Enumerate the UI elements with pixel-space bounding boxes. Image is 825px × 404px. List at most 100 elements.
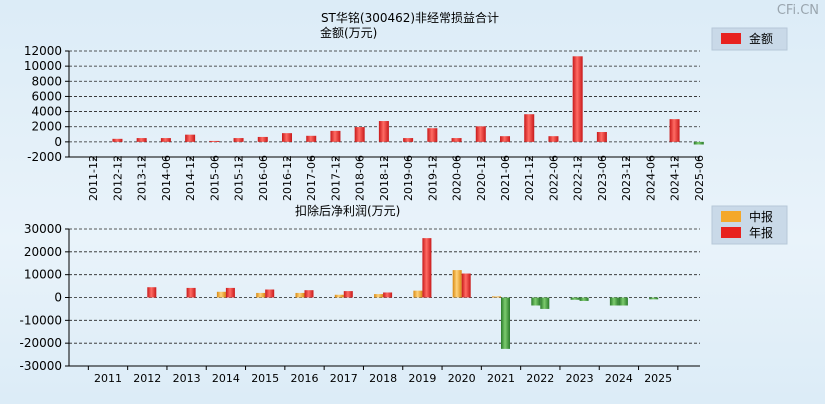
chart1-bar: [596, 132, 607, 142]
chart1-bar: [209, 140, 220, 142]
chart1-bar: [427, 128, 438, 142]
chart1-xtick-label: 2014-06: [160, 155, 173, 201]
chart1-xtick-label: 2020-06: [451, 155, 464, 201]
chart2-xtick-label: 2016: [291, 372, 319, 385]
chart1-legend-swatch: [721, 33, 741, 44]
chart1-xtick-label: 2022-06: [547, 155, 560, 201]
chart2-bar-annual: [186, 287, 196, 298]
chart1-bar: [572, 56, 583, 142]
chart2-bar-annual: [147, 287, 157, 298]
chart1-ytick-label: 10000: [24, 59, 62, 73]
chart2-legend-swatch-annual: [721, 227, 741, 238]
chart1-title: ST华铭(300462)非经常损益合计: [321, 10, 499, 25]
chart1-xtick-label: 2021-12: [523, 155, 536, 201]
chart1-xtick-label: 2025-06: [693, 155, 706, 201]
chart2-ytick-label: 10000: [24, 268, 62, 282]
chart1-ytick-label: 4000: [31, 105, 62, 119]
chart2-bar-interim: [374, 294, 384, 298]
chart1-legend-label: 金额: [749, 31, 773, 46]
chart1-bar: [500, 136, 511, 142]
chart1-xtick-label: 2019-06: [402, 155, 415, 201]
chart1-bar: [669, 119, 680, 142]
chart2-bar-interim: [256, 292, 266, 298]
chart1-xtick-label: 2017-06: [305, 155, 318, 201]
chart1-bar: [257, 136, 268, 142]
chart2-bar-interim: [649, 297, 659, 300]
chart2-ytick-label: -20000: [19, 336, 62, 350]
chart2-xtick-label: 2017: [330, 372, 358, 385]
watermark-text: CFi.CN: [777, 3, 819, 18]
chart1-xtick-label: 2018-12: [378, 155, 391, 201]
chart2-xtick-label: 2012: [133, 372, 161, 385]
chart1-xtick-label: 2020-12: [475, 155, 488, 201]
chart2-bar-interim: [295, 292, 305, 298]
chart1-xtick-label: 2014-12: [184, 155, 197, 201]
chart1-xtick-label: 2012-12: [111, 155, 124, 201]
chart1-xtick-label: 2015-12: [233, 155, 246, 201]
chart1-ytick-label: 2000: [31, 120, 62, 134]
chart2-bar-annual: [618, 297, 628, 306]
chart2-bar-annual: [343, 291, 353, 298]
chart2-bar-interim: [216, 291, 226, 298]
chart1-ytick-label: -2000: [27, 150, 62, 164]
chart2-xtick-label: 2025: [644, 372, 672, 385]
chart2-legend-label-interim: 中报: [749, 209, 773, 224]
chart1-bar: [112, 138, 123, 142]
chart2-legend-swatch-interim: [721, 211, 741, 222]
chart2-xtick-label: 2013: [173, 372, 201, 385]
chart1-bar: [548, 136, 559, 142]
chart1-bar: [693, 141, 704, 145]
chart1-xtick-label: 2011-12: [87, 155, 100, 201]
chart2-ytick-label: -30000: [19, 359, 62, 373]
chart2-xtick-label: 2023: [566, 372, 594, 385]
chart1-bar: [185, 134, 196, 142]
chart2-bar-annual: [383, 292, 393, 298]
chart2-bar-interim: [570, 297, 580, 300]
chart2-bar-annual: [225, 287, 235, 298]
chart1-xtick-label: 2022-12: [572, 155, 585, 201]
chart1-bar: [136, 138, 147, 142]
chart1-xtick-label: 2016-06: [257, 155, 270, 201]
chart1-xtick-label: 2021-06: [499, 155, 512, 201]
chart2-bar-interim: [609, 297, 619, 306]
chart2-xtick-label: 2015: [251, 372, 279, 385]
chart2-xtick-label: 2021: [487, 372, 515, 385]
chart2-xtick-label: 2024: [605, 372, 633, 385]
chart1-ytick-label: 6000: [31, 89, 62, 103]
chart1-xtick-label: 2016-12: [281, 155, 294, 201]
chart2-ytick-label: 30000: [24, 222, 62, 236]
chart1-ytick-label: 8000: [31, 74, 62, 88]
chart1-xtick-label: 2023-06: [596, 155, 609, 201]
chart1-bar: [451, 138, 462, 142]
chart1-bar: [233, 138, 244, 142]
chart2-xtick-label: 2018: [369, 372, 397, 385]
chart1-xtick-label: 2024-06: [644, 155, 657, 201]
chart1-ytick-label: 0: [54, 135, 62, 149]
chart1-bar: [524, 114, 535, 142]
chart2-ytick-label: -10000: [19, 313, 62, 327]
chart2-bar-annual: [265, 289, 275, 298]
chart2-legend-label-annual: 年报: [749, 225, 773, 240]
chart1-xtick-label: 2023-12: [620, 155, 633, 201]
chart2-bar-interim: [413, 290, 423, 298]
chart2-xtick-label: 2014: [212, 372, 240, 385]
chart2-bar-annual: [540, 297, 550, 309]
chart1-bar: [378, 121, 389, 142]
chart2-xtick-label: 2011: [94, 372, 122, 385]
chart2-xtick-label: 2019: [408, 372, 436, 385]
chart2-bar-annual: [579, 297, 589, 301]
chart2-bar-annual: [501, 297, 510, 349]
chart2-bar-interim: [452, 270, 462, 298]
chart1-bar: [330, 130, 341, 142]
chart1-bar: [282, 133, 293, 142]
chart1-xtick-label: 2013-12: [136, 155, 149, 201]
chart2-bar-annual: [422, 238, 432, 298]
chart1-ylabel: 金额(万元): [320, 25, 377, 40]
chart1-bar: [403, 138, 414, 142]
chart1-bar: [160, 138, 171, 142]
chart2-bar-interim: [492, 296, 501, 298]
chart2-ytick-label: 0: [54, 291, 62, 305]
chart1-bar: [306, 135, 317, 142]
chart1-ytick-label: 12000: [24, 44, 62, 58]
